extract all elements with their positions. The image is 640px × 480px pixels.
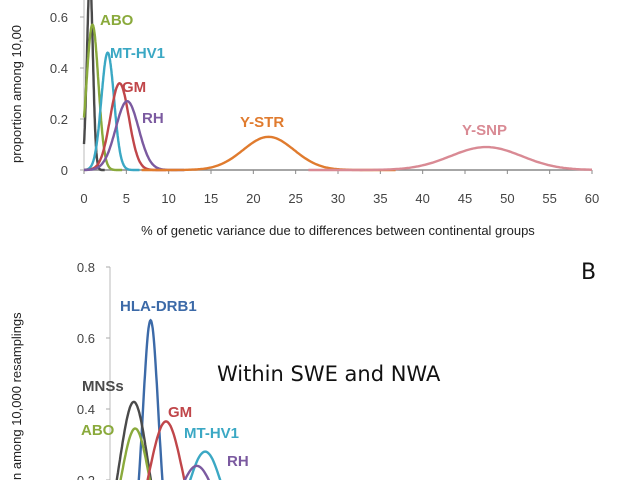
panel-b-curve-rh: [183, 464, 210, 480]
panel-a-x-tick-label: 60: [585, 191, 599, 206]
panel-a-x-tick-label: 40: [415, 191, 429, 206]
panel-a-y-tick-label: 0.6: [50, 10, 68, 25]
panel-b-title: Within SWE and NWA: [217, 362, 441, 386]
panel-b-y-tick-label: 0.8: [77, 260, 95, 275]
panel-b-label-gm: GM: [168, 404, 192, 421]
panel-a-y-tick-label: 0.4: [50, 61, 68, 76]
panel-a-curve-mt-hv1: [84, 51, 140, 172]
panel-a-curve-hla-drb1-dark: [82, 0, 105, 172]
panel-b-curve-abo: [119, 427, 152, 480]
panel-a-x-tick-label: 15: [204, 191, 218, 206]
panel-a-label-mt-hv1: MT-HV1: [110, 45, 165, 62]
panel-a-x-tick-label: 10: [161, 191, 175, 206]
panel-b: 0.8 0.6 0.4 0.2 HLA-DRB1 MNSs ABO GM MT-HV1 RH W…: [9, 260, 596, 480]
panel-a-label-abo: ABO: [100, 12, 134, 29]
panel-b-y-axis-title: n among 10,000 resamplings: [9, 312, 24, 480]
panel-b-y-tick-label: 0.6: [77, 331, 95, 346]
panel-a-x-tick-label: 35: [373, 191, 387, 206]
panel-a-y-tick-label: 0.2: [50, 112, 68, 127]
panel-b-y-tick-label: 0.4: [77, 402, 95, 417]
panel-a-curve-y-snp: [308, 145, 592, 172]
panel-a-curve-abo: [82, 23, 123, 172]
panel-b-label-hla-drb1: HLA-DRB1: [120, 298, 197, 315]
panel-a-label-y-str: Y-STR: [240, 114, 284, 131]
panel-a: 0 5 10 15 20 25 30 35 40 45 50 55 60 0 0.2 0.4 0.6 ABO M…: [9, 0, 599, 238]
panel-a-y-axis-title: proportion among 10,00: [9, 25, 24, 163]
panel-a-x-tick-label: 25: [288, 191, 302, 206]
panel-a-x-tick-label: 0: [80, 191, 87, 206]
panel-a-x-tick-label: 30: [331, 191, 345, 206]
panel-b-label-rh: RH: [227, 453, 249, 470]
panel-b-label-mt-hv1: MT-HV1: [184, 425, 239, 442]
panel-a-y-tick-label: 0: [61, 163, 68, 178]
panel-a-label-y-snp: Y-SNP: [462, 122, 507, 139]
panel-a-x-tick-label: 5: [123, 191, 130, 206]
panel-a-label-gm: GM: [122, 79, 146, 96]
panel-b-curve-gm: [146, 420, 186, 480]
panel-b-curve-hla-drb1: [137, 318, 164, 480]
panel-b-label-abo: ABO: [81, 422, 115, 439]
panel-a-label-rh: RH: [142, 110, 164, 127]
panel-a-x-tick-label: 55: [542, 191, 556, 206]
panel-b-letter: B: [581, 260, 596, 285]
panel-a-x-tick-label: 45: [458, 191, 472, 206]
panel-b-y-tick-label: 0.2: [77, 473, 95, 480]
panel-b-label-mnss: MNSs: [82, 378, 124, 395]
panel-a-x-axis-title: % of genetic variance due to differences…: [141, 223, 535, 238]
panel-a-curve-y-str: [141, 135, 396, 172]
panel-a-x-tick-label: 50: [500, 191, 514, 206]
panel-a-x-tick-label: 20: [246, 191, 260, 206]
panel-b-curve-mt-hv1: [188, 450, 222, 480]
